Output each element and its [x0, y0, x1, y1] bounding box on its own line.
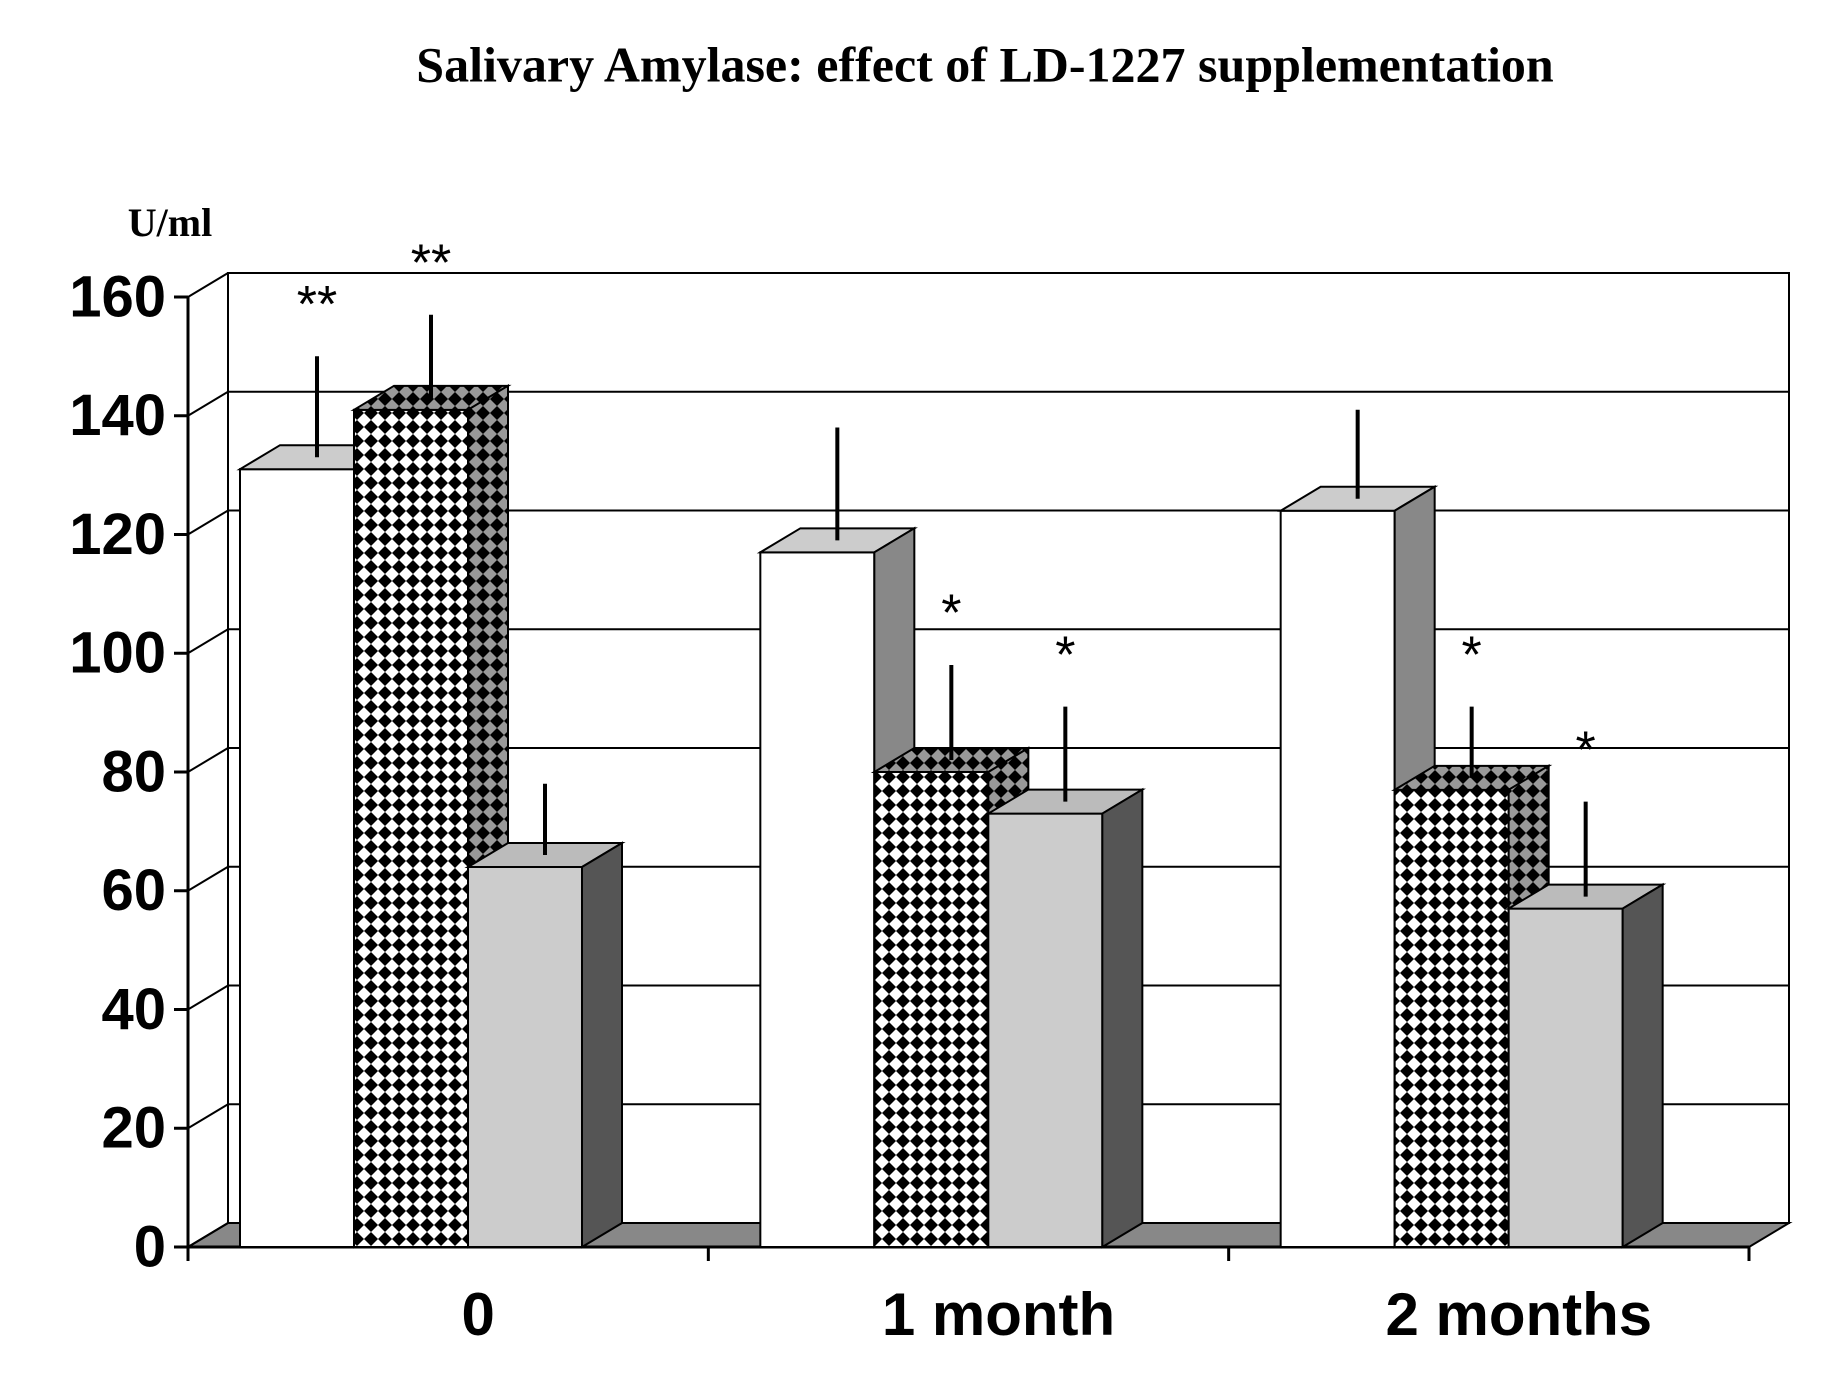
y-tick-label: 120	[69, 502, 166, 567]
y-tick-label: 40	[101, 977, 166, 1042]
bar	[759, 551, 876, 1248]
bar	[1279, 509, 1396, 1248]
y-tick-label: 160	[69, 264, 166, 329]
bar	[239, 468, 355, 1248]
grid-line-side	[187, 984, 229, 1011]
grid-line-side	[187, 747, 229, 773]
x-tick-label: 2 months	[1385, 1281, 1652, 1348]
bar-side	[1101, 787, 1144, 1249]
grid-line-side	[187, 390, 229, 417]
bar	[353, 408, 469, 1248]
grid-line-side	[187, 628, 229, 655]
bar	[987, 812, 1104, 1248]
bar	[467, 866, 583, 1248]
y-tick-label: 20	[101, 1096, 166, 1161]
annotation: *	[941, 585, 961, 643]
bar	[1393, 788, 1510, 1248]
grid-line-side	[187, 1103, 229, 1130]
bar	[1507, 907, 1624, 1248]
y-tick-label: 140	[69, 383, 166, 448]
annotation: *	[1055, 626, 1075, 684]
y-tick-label: 80	[101, 739, 166, 804]
annotation: **	[297, 276, 337, 334]
x-tick-label: 1 month	[882, 1281, 1115, 1348]
annotation: *	[1462, 626, 1482, 684]
grid-line-side	[187, 1222, 229, 1248]
y-tick-label: 0	[134, 1214, 166, 1279]
bar	[873, 771, 990, 1248]
bar-side	[581, 841, 623, 1249]
grid-line-side	[187, 509, 229, 536]
bar-side	[1621, 882, 1664, 1249]
annotation: *	[1576, 721, 1596, 779]
y-tick-label: 60	[101, 858, 166, 923]
x-tick-label: 0	[461, 1281, 494, 1348]
y-tick-label: 100	[69, 621, 166, 686]
grid-line-side	[187, 865, 229, 892]
grid-line-side	[187, 272, 229, 298]
y-axis-label: U/ml	[128, 200, 212, 245]
chart-title: Salivary Amylase: effect of LD-1227 supp…	[416, 36, 1554, 92]
annotation: **	[411, 234, 451, 292]
